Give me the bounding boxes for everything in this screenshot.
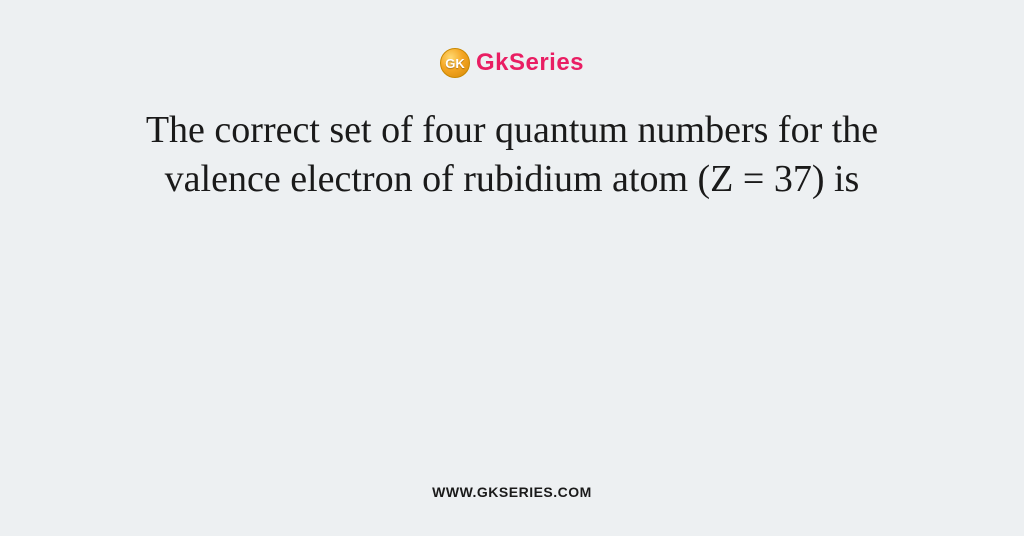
logo-badge-text: GK [445, 56, 465, 71]
logo-brand-text: GkSeries [476, 49, 584, 77]
content-container: GK GkSeries The correct set of four quan… [0, 0, 1024, 536]
footer-url: WWW.GKSERIES.COM [0, 484, 1024, 500]
logo-row: GK GkSeries [440, 48, 584, 78]
logo-badge-icon: GK [440, 48, 470, 78]
question-text: The correct set of four quantum numbers … [72, 106, 952, 205]
